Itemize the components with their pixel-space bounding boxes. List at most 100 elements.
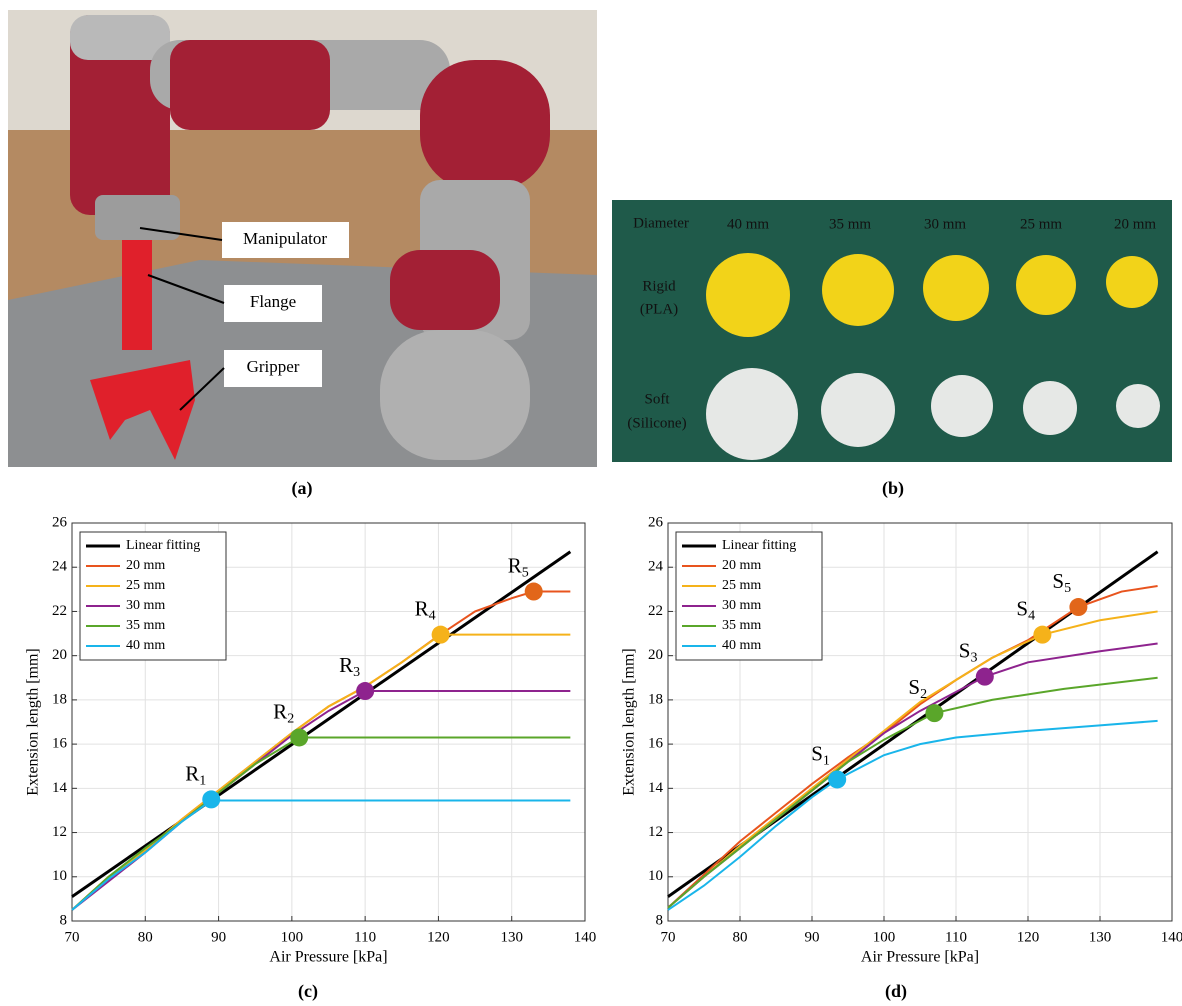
x-tick-label: 80 bbox=[733, 929, 748, 945]
marker-sub: 3 bbox=[970, 651, 977, 666]
y-tick-label: 14 bbox=[648, 780, 664, 796]
y-tick-label: 10 bbox=[52, 868, 67, 884]
marker-letter: S bbox=[811, 741, 823, 765]
legend-label: 20 mm bbox=[126, 558, 165, 573]
y-tick-label: 24 bbox=[52, 559, 68, 575]
x-tick-label: 120 bbox=[1017, 929, 1040, 945]
photo-b: Diameter 40 mm 35 mm 30 mm 25 mm 20 mm R… bbox=[612, 200, 1172, 462]
label: Flange bbox=[250, 292, 296, 311]
row-label: Rigid bbox=[642, 278, 676, 294]
marker-sub: 5 bbox=[1064, 581, 1071, 596]
figure: Manipulator Flange Gripper (a) Diameter … bbox=[0, 0, 1182, 1006]
marker-sub: 4 bbox=[1028, 609, 1035, 624]
x-tick-label: 100 bbox=[873, 929, 896, 945]
row-label: (Silicone) bbox=[627, 415, 686, 431]
marker-letter: R bbox=[185, 761, 199, 785]
marker-letter: R bbox=[508, 553, 522, 577]
size: 25 mm bbox=[1020, 216, 1062, 232]
marker bbox=[976, 668, 994, 686]
y-tick-label: 12 bbox=[52, 824, 67, 840]
row-label: Soft bbox=[644, 391, 670, 407]
y-axis-label: Extension length [mm] bbox=[25, 648, 42, 796]
x-tick-label: 90 bbox=[805, 929, 820, 945]
caption: (a) bbox=[292, 478, 313, 499]
y-tick-label: 16 bbox=[648, 736, 664, 752]
marker-sub: 1 bbox=[199, 774, 206, 789]
y-tick-label: 12 bbox=[648, 824, 663, 840]
x-tick-label: 80 bbox=[138, 929, 153, 945]
legend-label: Linear fitting bbox=[126, 538, 200, 553]
caption: (c) bbox=[298, 981, 318, 1002]
x-axis-label: Air Pressure [kPa] bbox=[861, 949, 979, 966]
marker-sub: 5 bbox=[522, 566, 529, 581]
y-tick-label: 26 bbox=[648, 514, 664, 530]
y-tick-label: 22 bbox=[648, 603, 663, 619]
size: 20 mm bbox=[1114, 216, 1156, 232]
y-tick-label: 14 bbox=[52, 780, 68, 796]
marker-letter: R bbox=[339, 653, 353, 677]
marker bbox=[290, 728, 308, 746]
marker-letter: S bbox=[908, 675, 920, 699]
x-tick-label: 70 bbox=[661, 929, 676, 945]
legend-label: 25 mm bbox=[722, 578, 761, 593]
marker-sub: 4 bbox=[429, 609, 436, 624]
y-tick-label: 24 bbox=[648, 559, 664, 575]
caption: (d) bbox=[885, 981, 907, 1002]
marker bbox=[828, 770, 846, 788]
x-tick-label: 120 bbox=[427, 929, 450, 945]
caption: (b) bbox=[882, 478, 904, 499]
x-tick-label: 110 bbox=[945, 929, 967, 945]
legend-label: 25 mm bbox=[126, 578, 165, 593]
x-tick-label: 130 bbox=[500, 929, 523, 945]
legend-label: Linear fitting bbox=[722, 538, 796, 553]
y-axis-label: Extension length [mm] bbox=[621, 648, 638, 796]
y-tick-label: 22 bbox=[52, 603, 67, 619]
marker bbox=[202, 790, 220, 808]
marker-letter: S bbox=[1052, 569, 1064, 593]
legend-label: 40 mm bbox=[126, 638, 165, 653]
marker-letter: R bbox=[415, 596, 429, 620]
y-tick-label: 8 bbox=[656, 912, 664, 928]
label: Gripper bbox=[247, 357, 300, 376]
marker-sub: 2 bbox=[920, 687, 927, 702]
photo-a: Manipulator Flange Gripper bbox=[8, 10, 597, 467]
legend-label: 35 mm bbox=[126, 618, 165, 633]
size: 30 mm bbox=[924, 216, 966, 232]
y-tick-label: 26 bbox=[52, 514, 68, 530]
y-tick-label: 8 bbox=[60, 912, 68, 928]
marker-sub: 1 bbox=[823, 754, 830, 769]
marker bbox=[925, 704, 943, 722]
x-tick-label: 90 bbox=[211, 929, 226, 945]
marker bbox=[1033, 626, 1051, 644]
x-tick-label: 100 bbox=[281, 929, 304, 945]
x-tick-label: 130 bbox=[1089, 929, 1112, 945]
x-tick-label: 140 bbox=[1161, 929, 1182, 945]
x-tick-label: 110 bbox=[354, 929, 376, 945]
marker-sub: 2 bbox=[287, 712, 294, 727]
marker-letter: S bbox=[959, 638, 971, 662]
legend-label: 30 mm bbox=[126, 598, 165, 613]
marker bbox=[356, 682, 374, 700]
row-label: (PLA) bbox=[640, 301, 678, 317]
marker-sub: 3 bbox=[353, 665, 360, 680]
y-tick-label: 20 bbox=[52, 647, 67, 663]
legend-label: 40 mm bbox=[722, 638, 761, 653]
x-tick-label: 140 bbox=[574, 929, 597, 945]
marker bbox=[525, 583, 543, 601]
legend-label: 30 mm bbox=[722, 598, 761, 613]
size: 35 mm bbox=[829, 216, 871, 232]
y-tick-label: 18 bbox=[648, 691, 663, 707]
label: Manipulator bbox=[243, 229, 327, 248]
marker-letter: S bbox=[1016, 596, 1028, 620]
marker bbox=[432, 626, 450, 644]
y-tick-label: 20 bbox=[648, 647, 663, 663]
y-tick-label: 16 bbox=[52, 736, 68, 752]
y-tick-label: 18 bbox=[52, 691, 67, 707]
legend-label: 35 mm bbox=[722, 618, 761, 633]
y-tick-label: 10 bbox=[648, 868, 663, 884]
x-axis-label: Air Pressure [kPa] bbox=[269, 949, 387, 966]
size: 40 mm bbox=[727, 216, 769, 232]
header: Diameter bbox=[633, 215, 689, 231]
x-tick-label: 70 bbox=[65, 929, 80, 945]
marker bbox=[1069, 598, 1087, 616]
